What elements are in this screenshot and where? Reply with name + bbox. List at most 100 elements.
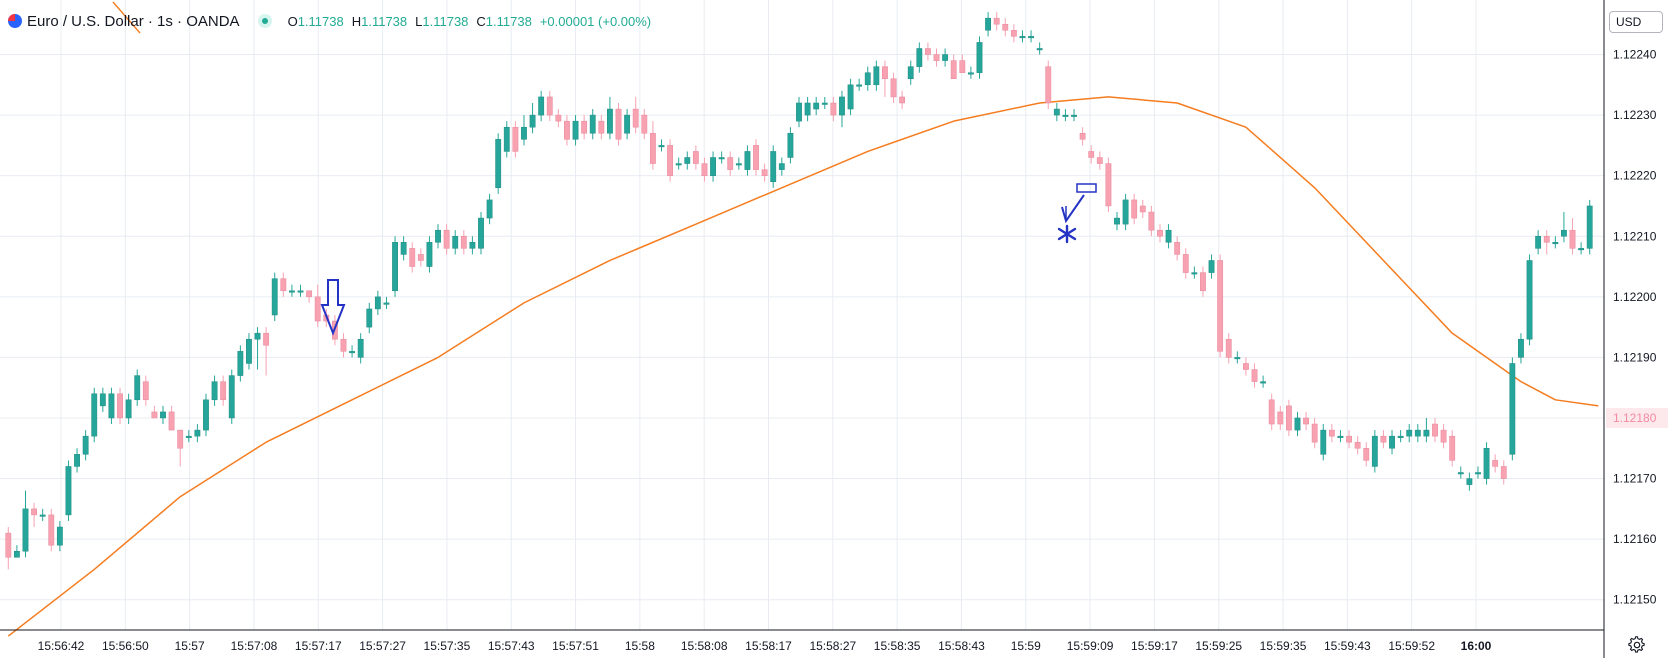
gear-icon[interactable]: [1628, 636, 1646, 654]
candle-body: [882, 66, 888, 79]
x-axis[interactable]: 15:56:42 15:56:50 15:57 15:57:08 15:57:17 15:…: [38, 639, 1492, 653]
candle-body: [13, 551, 20, 558]
candle-body: [856, 84, 863, 87]
candle-body: [314, 296, 321, 322]
candle: [512, 121, 519, 158]
candle-body: [1062, 114, 1069, 117]
candle: [435, 224, 441, 249]
candle: [108, 387, 115, 425]
candle-body: [246, 338, 252, 364]
candle: [409, 242, 416, 273]
candle: [1191, 266, 1198, 279]
candle: [1543, 230, 1550, 255]
candle-body: [280, 278, 287, 292]
x-tick-label: 15:58:43: [938, 639, 985, 653]
candle: [151, 405, 158, 419]
candle-body: [65, 466, 72, 516]
price-label: 1.12180: [1606, 407, 1668, 428]
x-tick-label: 15:59:17: [1131, 639, 1178, 653]
symbol-title[interactable]: Euro / U.S. Dollar · 1s · OANDA: [27, 12, 240, 30]
asterisk-annotation[interactable]: [1057, 224, 1077, 244]
drawing-annotations[interactable]: [112, 1, 1097, 336]
y-axis[interactable]: 1.12240 1.12230 1.12220 1.12210 1.12200 1.121…: [1613, 48, 1657, 607]
currency-flag-icon[interactable]: [8, 14, 22, 28]
candle-body: [1174, 242, 1181, 255]
candle: [314, 284, 321, 328]
candle: [452, 230, 459, 255]
currency-select-button[interactable]: USD: [1609, 11, 1663, 33]
candle-body: [1225, 338, 1232, 358]
candle: [675, 157, 682, 170]
moving-average-line[interactable]: [7, 96, 1599, 637]
candle-body: [151, 411, 158, 419]
candle: [1182, 248, 1189, 279]
candle: [959, 54, 966, 73]
candle: [598, 115, 605, 140]
candle-body: [254, 332, 261, 340]
ohlc-low: L1.11738: [415, 13, 469, 29]
candle-body: [297, 290, 304, 293]
candle: [366, 302, 373, 334]
candle: [125, 393, 132, 425]
candle-body: [1406, 429, 1413, 437]
candle: [993, 12, 1000, 31]
candle: [1569, 218, 1576, 255]
candle: [142, 375, 149, 406]
candle: [1311, 417, 1318, 449]
x-tick-label: 15:57:08: [231, 639, 278, 653]
candle: [890, 72, 897, 103]
candle: [847, 78, 854, 116]
trend-line-annotation[interactable]: [112, 1, 141, 34]
candle-body: [82, 435, 89, 455]
candle-body: [925, 48, 931, 55]
down-arrow-annotation[interactable]: [320, 279, 346, 336]
candle-body: [641, 114, 648, 134]
candle: [220, 375, 227, 406]
candle: [907, 60, 914, 85]
candle: [967, 66, 974, 79]
candle-body: [976, 42, 983, 73]
candle: [39, 508, 46, 521]
candle-body: [1475, 472, 1481, 475]
candle: [134, 369, 141, 406]
candle: [74, 448, 80, 473]
x-tick-label: 15:58:27: [809, 639, 856, 653]
candle: [1045, 60, 1052, 110]
candle: [615, 102, 622, 146]
candle: [1320, 424, 1327, 461]
candle: [1200, 266, 1206, 297]
candle-body: [1371, 435, 1378, 467]
candle-body: [907, 66, 914, 79]
candle: [710, 151, 716, 182]
candle-body: [1053, 108, 1060, 116]
candle-body: [830, 102, 837, 116]
candle-body: [417, 254, 424, 261]
candle: [1492, 454, 1499, 473]
candle-body: [478, 217, 484, 249]
candle: [1053, 102, 1060, 122]
candle: [1285, 399, 1292, 437]
candle: [538, 90, 545, 122]
ohlc-close: C1.11738: [476, 13, 532, 29]
candle: [5, 527, 12, 570]
candle-body: [1586, 205, 1593, 249]
market-status-dot-icon[interactable]: [257, 14, 272, 28]
candle: [1466, 472, 1473, 491]
candle: [65, 460, 72, 521]
candle: [91, 387, 98, 443]
candle-body: [1277, 411, 1284, 425]
candle: [1165, 224, 1172, 249]
candle: [641, 109, 648, 140]
candle-body: [735, 163, 742, 166]
highlight-box-annotation[interactable]: [1076, 183, 1097, 193]
y-tick-label: 1.12220: [1613, 169, 1657, 183]
x-tick-label: 15:57:35: [424, 639, 471, 653]
candle: [735, 157, 742, 170]
candle-body: [366, 308, 373, 328]
candle-body: [1002, 23, 1009, 31]
x-tick-label: 15:58: [625, 639, 655, 653]
candle: [1552, 236, 1559, 249]
candle-body: [495, 139, 502, 189]
candle: [856, 78, 863, 91]
